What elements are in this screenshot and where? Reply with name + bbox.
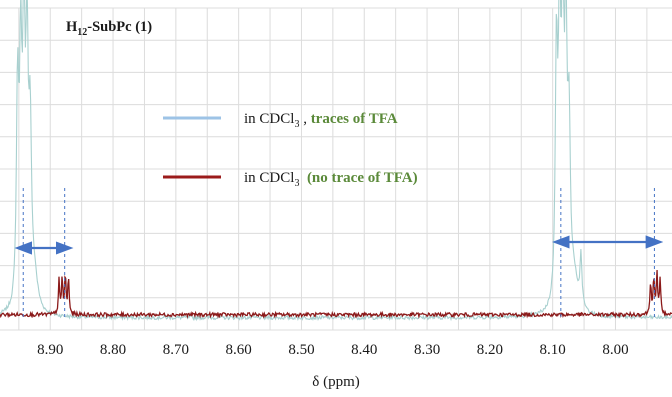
x-tick-label-6: 8.30 (414, 342, 440, 358)
legend-0-note: traces of TFA (311, 111, 398, 127)
x-tick-label-5: 8.40 (351, 342, 377, 358)
x-tick-labels: 8.90 8.80 8.70 8.60 8.50 8.40 8.30 8.20 8.10 8.00 (37, 342, 628, 358)
legend-1-subscript: 3 (294, 178, 299, 189)
legend-0-sep: , (299, 111, 310, 127)
compound-label: H12-SubPc (1) (66, 19, 152, 38)
x-tick-label-9: 8.00 (602, 342, 628, 358)
series-layer (0, 0, 672, 322)
compound-label-rest: -SubPc (1) (87, 19, 152, 35)
x-tick-label-7: 8.20 (477, 342, 503, 358)
x-tick-label-1: 8.80 (100, 342, 126, 358)
annotation-layer (14, 188, 664, 318)
compound-label-main: H (66, 19, 78, 35)
legend-label-traces-tfa: in CDCl3 , traces of TFA (244, 111, 398, 130)
x-tick-label-4: 8.50 (288, 342, 314, 358)
legend-1-note: (no trace of TFA) (307, 170, 418, 186)
legend-1-sep (299, 170, 307, 186)
legend-0-prefix: in CDCl (244, 111, 294, 127)
series-line-0 (0, 0, 672, 322)
grid (0, 7, 672, 331)
legend: in CDCl3 , traces of TFA in CDCl3 (no tr… (163, 111, 418, 189)
legend-0-subscript: 3 (294, 119, 299, 130)
x-tick-label-0: 8.90 (37, 342, 63, 358)
x-axis-label: δ (ppm) (312, 374, 359, 390)
legend-label-no-tfa: in CDCl3 (no trace of TFA) (244, 170, 418, 189)
x-tick-label-2: 8.70 (163, 342, 189, 358)
compound-label-subscript: 12 (77, 27, 87, 38)
x-tick-label-8: 8.10 (540, 342, 566, 358)
legend-1-prefix: in CDCl (244, 170, 294, 186)
series-line-1 (0, 269, 672, 319)
x-tick-label-3: 8.60 (226, 342, 252, 358)
